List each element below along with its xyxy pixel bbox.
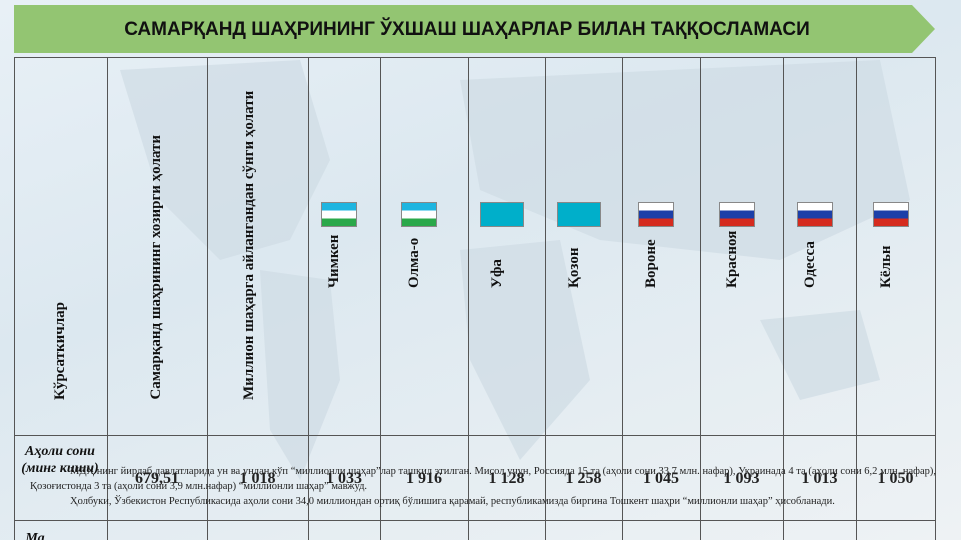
note: МДҲ нинг йирлаб давлатларида ун ва ундан… (30, 464, 936, 509)
flag (401, 202, 437, 227)
table-value: 1 045 (643, 470, 679, 487)
table-cell (700, 520, 784, 540)
table-value: 1 013 (801, 470, 838, 487)
table-cell (545, 520, 623, 540)
column-header: Қозон (565, 247, 582, 288)
table-cell (107, 520, 208, 540)
table-cell (380, 520, 469, 540)
row-label: Ма (25, 531, 45, 540)
table-cell (468, 520, 546, 540)
table-cell (468, 57, 546, 436)
column-header: Кёльн (877, 245, 894, 288)
column-header: Самарқанд шаҳрининг хозирги ҳолати (148, 135, 164, 400)
flag (321, 202, 357, 227)
flag (872, 202, 909, 227)
table-value: 1 128 (488, 470, 525, 487)
table-cell (622, 57, 701, 436)
table-cell (856, 57, 936, 436)
table-value: 1 258 (565, 470, 602, 487)
table-value: 1 050 (877, 470, 914, 487)
slide-title: САМАРҚАНД ШАҲРИНИНГ ЎХШАШ ШАҲАРЛАР БИЛАН… (124, 18, 810, 40)
table-value: 679,51 (135, 470, 179, 487)
table-cell (545, 57, 623, 436)
note-paragraph: МДҲ нинг йирлаб давлатларида ун ва ундан… (30, 466, 936, 492)
table-cell (783, 57, 857, 436)
column-header: Уфа (488, 259, 505, 288)
table-cell (308, 520, 381, 540)
column-header: Миллион шаҳарга айлангандан сўнги ҳолати (240, 90, 257, 400)
note-paragraph: Ҳолбуки, Ўзбекистон Республикасида аҳоли… (70, 496, 835, 507)
table-value: 1 018 (239, 470, 276, 487)
flag (796, 202, 833, 227)
table-cell (380, 57, 469, 436)
flag (556, 202, 601, 227)
table-cell (856, 520, 936, 540)
column-header: Чимкен (326, 234, 342, 288)
table-value: 1 093 (723, 470, 760, 487)
flag (638, 202, 674, 227)
table-cell (207, 520, 309, 540)
column-header: Кўрсаткичлар (51, 301, 68, 400)
table-cell (783, 520, 857, 540)
table-value: 1 033 (326, 470, 362, 487)
table-cell (622, 520, 701, 540)
flag (718, 202, 755, 227)
table-cell (700, 57, 784, 436)
table-value: 1 916 (406, 470, 442, 487)
table-cell (308, 57, 381, 436)
column-header: Олма-о (406, 237, 422, 288)
column-header: Красноя (723, 230, 740, 288)
column-header: Вороне (643, 239, 659, 288)
column-header: Одесса (801, 241, 818, 288)
row-label: Аҳоли сони (минг киши) (21, 444, 99, 476)
flag (479, 202, 524, 227)
